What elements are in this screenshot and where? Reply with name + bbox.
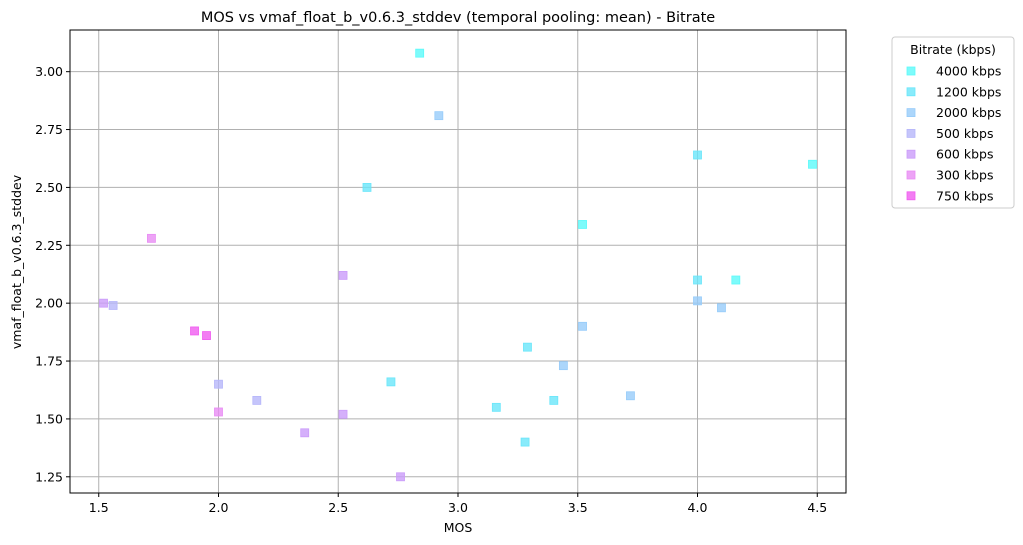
- point-1200-kbps: [520, 437, 530, 447]
- point-1200-kbps: [491, 402, 501, 412]
- point-300-kbps: [147, 233, 156, 243]
- y-tick-label: 2.00: [35, 296, 63, 311]
- x-tick-label: 3.5: [568, 500, 588, 515]
- y-tick-label: 3.00: [35, 64, 63, 79]
- chart-title: MOS vs vmaf_float_b_v0.6.3_stddev (tempo…: [201, 10, 715, 26]
- x-tick-label: 2.0: [209, 500, 229, 515]
- legend: Bitrate (kbps) 4000 kbps 1200 kbps 2000 kb…: [891, 36, 1015, 209]
- point-600-kbps: [99, 298, 108, 308]
- point-4000-kbps: [808, 159, 817, 169]
- y-tick-label: 1.75: [35, 354, 63, 369]
- legend-label: 4000 kbps: [936, 64, 1001, 79]
- y-tick-label: 2.50: [35, 180, 63, 195]
- point-1200-kbps: [693, 275, 702, 285]
- x-tick-label: 2.5: [328, 500, 348, 515]
- legend-label: 300 kbps: [936, 168, 993, 183]
- x-tick-label: 1.5: [89, 500, 109, 515]
- point-2000-kbps: [578, 321, 587, 331]
- point-600-kbps: [396, 472, 405, 482]
- point-300-kbps: [214, 407, 223, 417]
- y-axis-ticks: 1.25 1.50 1.75 2.00 2.25 2.50 2.75 3.00: [35, 64, 70, 484]
- point-750-kbps: [190, 326, 199, 336]
- data-points: [99, 48, 817, 482]
- legend-box: [891, 36, 1015, 209]
- point-600-kbps: [338, 270, 348, 280]
- legend-label: 600 kbps: [936, 147, 993, 162]
- y-tick-label: 1.25: [35, 469, 63, 484]
- legend-marker: [906, 87, 916, 97]
- point-4000-kbps: [731, 275, 741, 285]
- point-1200-kbps: [386, 377, 396, 387]
- point-2000-kbps: [434, 111, 444, 121]
- point-500-kbps: [252, 395, 262, 405]
- legend-marker: [906, 191, 916, 201]
- y-tick-label: 2.75: [35, 122, 63, 137]
- grid-lines: [70, 30, 846, 493]
- point-2000-kbps: [717, 303, 726, 313]
- legend-label: 1200 kbps: [936, 84, 1001, 99]
- y-tick-label: 2.25: [35, 238, 63, 253]
- point-2000-kbps: [558, 361, 568, 371]
- x-tick-label: 4.5: [807, 500, 827, 515]
- legend-marker: [906, 149, 916, 159]
- legend-label: 500 kbps: [936, 126, 993, 141]
- point-750-kbps: [202, 331, 211, 340]
- point-4000-kbps: [415, 48, 425, 58]
- x-axis-label: MOS: [444, 520, 473, 535]
- point-2000-kbps: [693, 296, 702, 306]
- point-600-kbps: [338, 409, 348, 419]
- point-1200-kbps: [362, 183, 372, 192]
- point-4000-kbps: [578, 220, 587, 229]
- point-600-kbps: [300, 428, 310, 438]
- y-axis-label: vmaf_float_b_v0.6.3_stddev: [9, 174, 24, 349]
- point-500-kbps: [108, 301, 118, 310]
- legend-marker: [906, 170, 916, 180]
- legend-marker: [906, 128, 916, 138]
- point-1200-kbps: [693, 150, 702, 160]
- point-1200-kbps: [523, 342, 532, 352]
- point-500-kbps: [214, 379, 223, 389]
- point-2000-kbps: [626, 391, 635, 401]
- legend-title: Bitrate (kbps): [910, 42, 996, 57]
- x-tick-label: 3.0: [448, 500, 468, 515]
- y-tick-label: 1.50: [35, 411, 63, 426]
- x-tick-label: 4.0: [688, 500, 708, 515]
- legend-marker: [906, 108, 916, 117]
- x-axis-ticks: 1.5 2.0 2.5 3.0 3.5 4.0 4.5: [89, 493, 827, 515]
- legend-label: 750 kbps: [936, 188, 993, 203]
- legend-label: 2000 kbps: [936, 105, 1001, 120]
- legend-marker: [906, 66, 916, 76]
- point-1200-kbps: [549, 395, 559, 405]
